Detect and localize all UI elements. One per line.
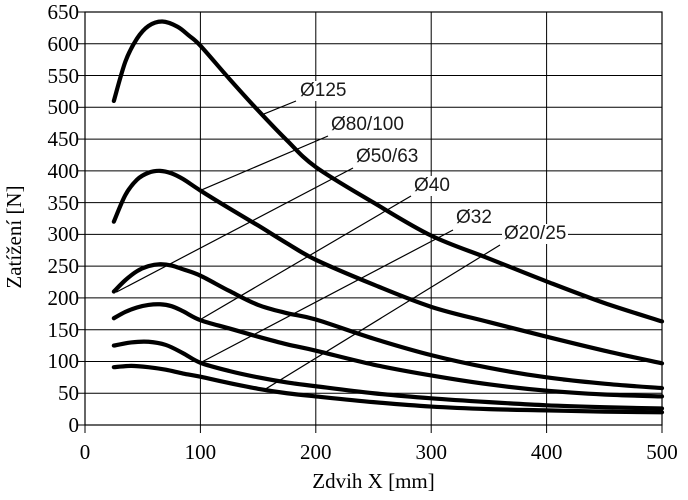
leader-lines — [115, 100, 501, 391]
leader-line — [200, 195, 412, 321]
y-tick-label: 200 — [47, 285, 80, 310]
x-tick-label: 200 — [300, 440, 332, 464]
x-tick-label: 400 — [530, 440, 563, 464]
series-label-o80-100: Ø80/100 — [329, 114, 406, 135]
x-tick-label: 500 — [646, 440, 678, 464]
plot-border — [84, 11, 663, 426]
series-label-o32: Ø32 — [454, 207, 494, 228]
y-tick-label: 600 — [47, 31, 80, 56]
y-tick-label: 500 — [47, 95, 80, 120]
curve-o20-25 — [111, 363, 665, 415]
leader-line — [201, 135, 329, 191]
y-tick-label: 100 — [47, 349, 80, 374]
x-tick-label: 300 — [415, 440, 447, 464]
leader-line — [261, 100, 297, 116]
leader-line — [263, 244, 501, 391]
curve-o125 — [111, 19, 665, 324]
y-tick-label: 650 — [47, 0, 80, 24]
series-label-o125: Ø125 — [298, 80, 349, 101]
curves — [111, 19, 665, 415]
y-tick-label: 550 — [47, 63, 80, 88]
y-tick-label: 400 — [47, 158, 80, 183]
curve-o32 — [111, 339, 665, 411]
y-tick-label: 250 — [47, 254, 80, 279]
x-tick-label: 100 — [184, 440, 217, 464]
y-tick-label: 350 — [47, 190, 80, 215]
y-tick-label: 50 — [58, 381, 79, 406]
curve-o40 — [111, 302, 665, 399]
y-tick-label: 0 — [68, 413, 80, 437]
leader-line — [200, 229, 454, 364]
series-label-o50-63: Ø50/63 — [354, 146, 421, 167]
x-axis-title: Zdvih X [mm] — [312, 469, 435, 493]
y-tick-label: 450 — [47, 127, 80, 152]
y-tick-label: 150 — [47, 317, 80, 342]
series-label-o40: Ø40 — [412, 175, 452, 196]
leader-line — [115, 167, 354, 293]
curve-o80-100 — [111, 168, 665, 366]
x-tick-label: 0 — [79, 440, 91, 464]
curve-o50-63 — [111, 262, 665, 391]
y-tick-label: 300 — [47, 222, 80, 247]
series-label-o20-25: Ø20/25 — [502, 223, 569, 244]
